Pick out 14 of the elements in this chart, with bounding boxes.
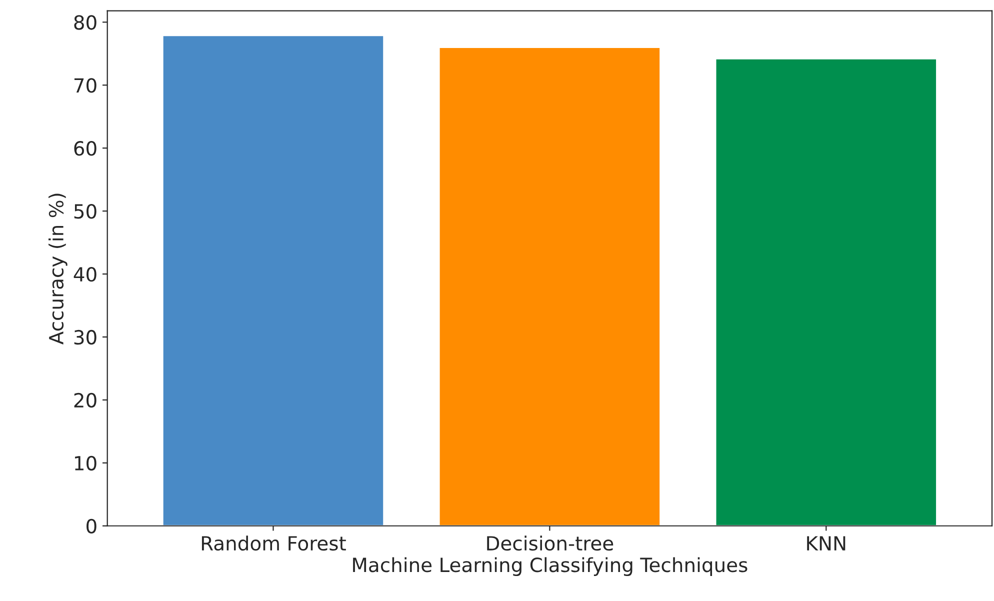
y-tick-label: 80: [74, 15, 96, 30]
y-tick-label: 50: [74, 204, 96, 219]
x-tick-label: Random Forest: [202, 536, 346, 551]
x-tick-label: Decision-tree: [487, 536, 614, 551]
y-tick-label: 40: [74, 266, 96, 282]
x-tick-label: KNN: [807, 536, 846, 550]
y-tick-label: 60: [74, 141, 96, 156]
x-axis-title: Machine Learning Classifying Techniques: [353, 557, 748, 576]
y-tick-label: 30: [74, 330, 96, 345]
y-axis-title: Accuracy (in %): [48, 194, 68, 344]
y-tick-label: 0: [86, 518, 96, 534]
y-tick-label: 70: [74, 78, 96, 93]
y-tick-label: 10: [75, 456, 96, 471]
y-tick-label: 20: [74, 392, 96, 408]
